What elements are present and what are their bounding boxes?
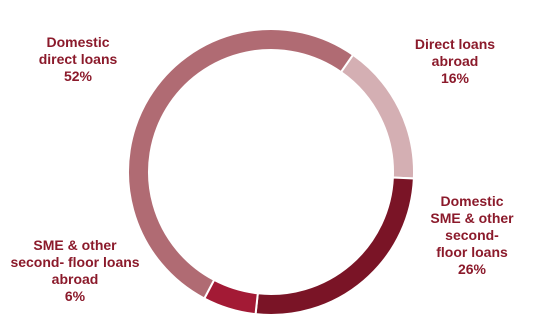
slice-label-line: SME & other (33, 237, 117, 253)
slice-label-line: Domestic (440, 193, 504, 209)
slice-value-label: 6% (64, 288, 86, 304)
slice-label-1: Domestic SME & other second-floor loans 26% (412, 193, 532, 278)
slice-label-line: Domestic (46, 34, 110, 50)
slice-value-label: 26% (457, 261, 487, 277)
slice-label-2: SME & other second- floor loans abroad 6% (0, 237, 155, 305)
slice-label-line: direct loans (38, 51, 118, 67)
donut-slice-3 (127, 28, 355, 300)
slice-label-line: abroad (431, 53, 479, 69)
slice-value-label: 52% (63, 68, 93, 84)
donut-slice-1 (254, 176, 415, 316)
slice-label-line: floor loans (436, 244, 508, 260)
slice-value-label: 16% (440, 70, 470, 86)
slice-label-line: second- floor loans (10, 254, 140, 270)
slice-label-3: Domestic direct loans 52% (18, 34, 138, 85)
slice-label-line: second- (445, 227, 499, 243)
slice-label-line: Direct loans (414, 36, 496, 52)
slice-label-line: abroad (51, 271, 99, 287)
slice-label-line: SME & other (430, 210, 514, 226)
slice-label-0: Direct loans abroad 16% (395, 36, 515, 87)
